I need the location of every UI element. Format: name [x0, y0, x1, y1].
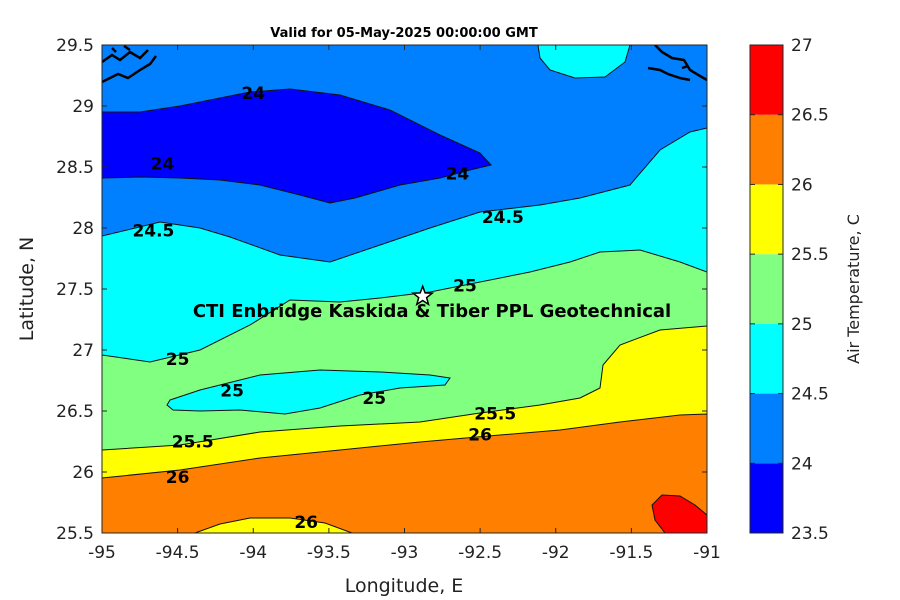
contour-label: 26: [166, 468, 190, 488]
contour-label: 24: [151, 155, 175, 175]
x-axis-label: Longitude, E: [345, 575, 464, 597]
site-name-label: CTI Enbridge Kaskida & Tiber PPL Geotech…: [193, 301, 671, 322]
colorbar-tick-label: 24.5: [791, 385, 829, 405]
pocket-25-5-26-south: [194, 517, 353, 533]
contour-label: 25: [453, 277, 477, 297]
colorbar-tick-label: 26: [791, 175, 813, 195]
y-tick-label: 27.5: [56, 280, 94, 300]
pocket-24-5-25: [166, 369, 451, 415]
contour-label: 24: [446, 164, 470, 184]
x-tick-label: -92: [542, 543, 570, 563]
band-23-5-24: [102, 88, 492, 204]
colorbar-segment: [750, 393, 783, 464]
y-tick-label: 27: [72, 341, 94, 361]
contour-label: 25: [220, 381, 244, 401]
patch-24-5-25-north: [537, 45, 631, 79]
colorbar-segment: [750, 323, 783, 394]
colorbar-segment: [750, 184, 783, 255]
y-tick-label: 29.5: [56, 36, 94, 56]
y-axis-label: Latitude, N: [16, 237, 38, 342]
x-tick-label: -94: [239, 543, 267, 563]
colorbar-label: Air Temperature, C: [844, 214, 863, 364]
contour-label: 24.5: [482, 208, 524, 228]
y-tick-label: 26: [72, 463, 94, 483]
contour-label: 26: [294, 513, 318, 533]
colorbar-tick-label: 26.5: [791, 106, 829, 126]
y-tick-label: 29: [72, 97, 94, 117]
contour-label: 25.5: [172, 433, 214, 453]
colorbar-tick-label: 25.5: [791, 245, 829, 265]
contour-label: 24.5: [132, 222, 174, 242]
y-tick-label: 28.5: [56, 158, 94, 178]
contour-label: 26: [468, 425, 492, 445]
colorbar-tick-label: 24: [791, 454, 813, 474]
star-icon: [411, 284, 435, 307]
x-tick-label: -91.5: [609, 543, 653, 563]
colorbar-segment: [750, 254, 783, 324]
x-tick-label: -95: [88, 543, 116, 563]
contour-label: 25: [166, 350, 190, 370]
y-tick-label: 25.5: [56, 524, 94, 544]
x-tick-label: -93: [391, 543, 419, 563]
colorbar-segment: [750, 463, 783, 533]
y-tick-label: 28: [72, 219, 94, 239]
colorbar-frame: [749, 44, 784, 534]
colorbar-tick-label: 25: [791, 315, 813, 335]
x-axis-ticks: -95 -94.5 -94 -93.5 -93 -92.5 -92 -91.5 -91: [88, 45, 721, 563]
band-26-26-5: [102, 413, 707, 533]
colorbar-tick-label: 27: [791, 36, 813, 56]
coastline-northwest: [102, 45, 157, 84]
x-tick-label: -91: [693, 543, 721, 563]
y-tick-label: 26.5: [56, 402, 94, 422]
contour-label: 25.5: [474, 405, 516, 425]
colorbar: 23.5 24 24.5 25 25.5 26 26.5 27: [749, 36, 829, 544]
plot-area: [102, 45, 707, 533]
band-26-5-27: [651, 494, 707, 533]
site-layer: CTI Enbridge Kaskida & Tiber PPL Geotech…: [193, 284, 671, 322]
contour-label: 24: [241, 84, 265, 104]
colorbar-segment: [750, 114, 783, 185]
x-tick-label: -92.5: [458, 543, 502, 563]
chart-title: Valid for 05-May-2025 00:00:00 GMT: [270, 26, 538, 41]
colorbar-tick-label: 23.5: [791, 524, 829, 544]
x-tick-label: -94.5: [156, 543, 200, 563]
contour-label: 25: [362, 389, 386, 409]
x-tick-label: -93.5: [307, 543, 351, 563]
coastline-northeast: [647, 45, 707, 82]
colorbar-segment: [750, 45, 783, 115]
